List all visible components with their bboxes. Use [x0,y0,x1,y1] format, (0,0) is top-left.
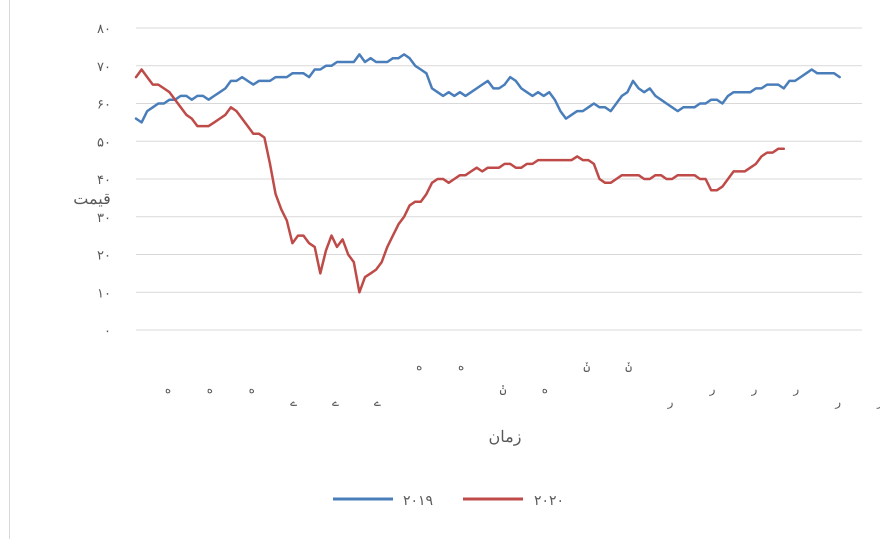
x-tick-label: ر [876,395,880,409]
y-tick-label: ۶۰ [97,98,111,113]
y-tick-label: ۷۰ [97,60,111,75]
x-tick-label: ݩ [583,359,590,373]
legend: ۲۰۱۹ ۲۰۲۰ [333,493,564,509]
x-tick-label: ے [332,395,339,409]
y-tick-label: ۱۰ [97,286,111,301]
x-tick-label: ے [290,395,297,409]
x-tick-label: ه [542,382,548,396]
x-tick-label: ه [207,382,213,396]
x-tick-label: ر [834,395,841,409]
x-tick-label: ݩ [625,359,632,373]
y-tick-label: ۲۰ [97,249,111,264]
legend-label-0: ۲۰۱۹ [403,493,433,509]
series-lines [134,53,841,294]
y-tick-label: ۳۰ [97,211,111,226]
x-tick-labels: ه ه ه ے ے ے ه ه ݩ ه ݩ ݩ ر ر ر ر ر ر [165,359,880,409]
y-axis-title: قیمت [73,189,110,208]
gridlines [136,27,862,331]
x-tick-label: ر [792,382,799,396]
x-tick-label: ه [416,359,422,373]
frame-border [9,0,10,539]
x-tick-label: ر [709,382,716,396]
y-tick-label: ۸۰ [97,22,111,37]
series-line-1 [134,68,786,294]
x-tick-label: ه [458,359,464,373]
y-tick-labels: ۰ ۱۰ ۲۰ ۳۰ ۴۰ ۵۰ ۶۰ ۷۰ ۸۰ [97,22,111,339]
y-tick-label: ۴۰ [97,173,111,188]
y-tick-label: ۵۰ [97,135,111,150]
x-tick-label: ݩ [500,382,507,396]
legend-label-1: ۲۰۲۰ [534,493,564,509]
y-tick-label: ۰ [104,324,111,339]
x-axis-title: زمان [489,427,522,446]
x-tick-label: ر [750,382,757,396]
x-tick-label: ر [667,395,674,409]
series-line-0 [134,53,841,124]
x-tick-label: ه [165,382,171,396]
x-tick-label: ے [374,395,381,409]
x-tick-label: ه [249,382,255,396]
